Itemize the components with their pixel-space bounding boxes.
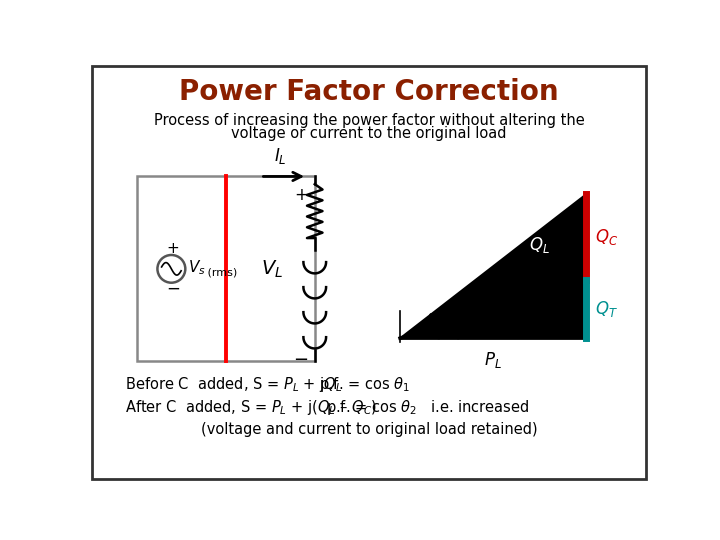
Text: +: + bbox=[294, 186, 307, 204]
Text: −: − bbox=[166, 280, 180, 298]
Text: Process of increasing the power factor without altering the: Process of increasing the power factor w… bbox=[153, 113, 585, 128]
Text: After C  added, S = $P_L$ + j($Q_L$ – $Q_C$): After C added, S = $P_L$ + j($Q_L$ – $Q_… bbox=[125, 398, 377, 417]
Text: −: − bbox=[293, 351, 308, 369]
Text: (rms): (rms) bbox=[204, 268, 237, 278]
Text: $V_s$: $V_s$ bbox=[189, 258, 206, 276]
Polygon shape bbox=[400, 194, 586, 338]
Text: p.f. = cos $\theta_1$: p.f. = cos $\theta_1$ bbox=[319, 375, 410, 394]
FancyBboxPatch shape bbox=[137, 177, 315, 361]
Text: $Q_L$: $Q_L$ bbox=[529, 235, 550, 255]
Text: $Q_C$: $Q_C$ bbox=[595, 227, 618, 247]
Text: $Q_T$: $Q_T$ bbox=[595, 299, 618, 319]
Text: +: + bbox=[166, 241, 179, 256]
FancyBboxPatch shape bbox=[91, 66, 647, 479]
Text: $\theta_1$: $\theta_1$ bbox=[448, 302, 465, 321]
Text: $-\theta_2$: $-\theta_2$ bbox=[464, 309, 492, 327]
Text: $P_L$: $P_L$ bbox=[484, 350, 502, 370]
Text: $V_L$: $V_L$ bbox=[261, 258, 283, 280]
Text: Power Factor Correction: Power Factor Correction bbox=[179, 78, 559, 106]
Text: Before C  added, S = $P_L$ + j$Q_L$: Before C added, S = $P_L$ + j$Q_L$ bbox=[125, 375, 342, 394]
Text: $I_L$: $I_L$ bbox=[274, 146, 287, 166]
Text: (voltage and current to original load retained): (voltage and current to original load re… bbox=[201, 422, 537, 436]
Text: voltage or current to the original load: voltage or current to the original load bbox=[231, 126, 507, 141]
Text: p.f. = cos $\theta_2$   i.e. increased: p.f. = cos $\theta_2$ i.e. increased bbox=[326, 398, 530, 417]
